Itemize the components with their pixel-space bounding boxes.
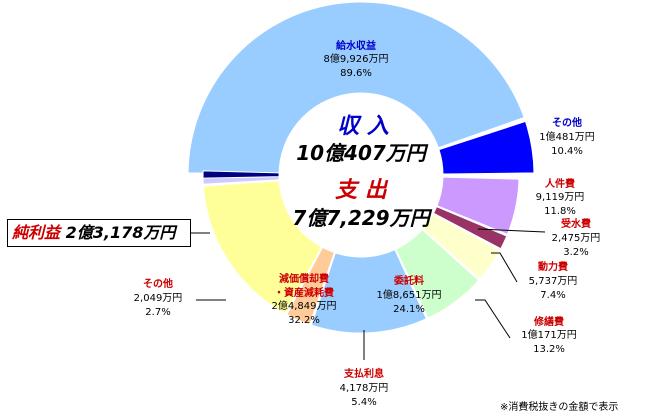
label-interest-name: 支払利息 xyxy=(343,367,384,380)
label-interest-pct: 5.4% xyxy=(351,397,376,408)
tax-footnote: ※消費税抜きの金額で表示 xyxy=(500,402,619,413)
leader-line-0 xyxy=(477,228,546,233)
label-contract-pct: 24.1% xyxy=(393,304,425,315)
label-contract-value: 1億8,651万円 xyxy=(377,288,442,301)
label-personnel-pct: 11.8% xyxy=(544,206,576,217)
label-contract-name: 委託料 xyxy=(393,274,424,287)
net-profit-box: 純利益 2億3,178万円 xyxy=(7,219,191,247)
label-income-other-pct: 10.4% xyxy=(551,146,583,157)
label-repair-pct: 13.2% xyxy=(533,344,565,355)
net-profit-slice xyxy=(202,170,280,179)
slice-labels: 給水収益8億9,926万円89.6%その他1億481万円10.4%人件費9,11… xyxy=(134,39,601,408)
expense-center-label: 支 出 xyxy=(335,178,389,203)
label-repair-value: 1億171万円 xyxy=(521,328,576,341)
label-repair-name: 修繕費 xyxy=(533,315,564,328)
label-power-name: 動力費 xyxy=(538,260,568,273)
label-water-revenue-pct: 89.6% xyxy=(340,68,372,79)
leader-lines xyxy=(191,228,546,360)
net-profit-value: 2億3,178万円 xyxy=(65,223,176,242)
label-expense-other-pct: 2.7% xyxy=(145,307,170,318)
label-power-value: 5,737万円 xyxy=(529,276,578,287)
expense-slice-4 xyxy=(310,248,428,334)
label-water-revenue-name: 給水収益 xyxy=(336,39,376,52)
expense-slice-3 xyxy=(395,228,480,319)
expense-slice-0 xyxy=(436,176,520,235)
label-water-purchase-value: 2,475万円 xyxy=(552,233,601,244)
income-slice-1 xyxy=(438,120,535,175)
expense-ring xyxy=(202,170,520,334)
label-interest-value: 4,178万円 xyxy=(340,383,389,394)
label-depreciation-name-1: 減価償却費 xyxy=(279,272,329,285)
label-depreciation-value: 2億4,849万円 xyxy=(272,299,337,312)
income-center-label: 収 入 xyxy=(337,114,389,139)
label-personnel-value: 9,119万円 xyxy=(536,192,585,203)
label-depreciation-name-2: ・資産減耗費 xyxy=(274,286,334,299)
label-depreciation-pct: 32.2% xyxy=(288,315,320,326)
income-ring xyxy=(187,1,535,175)
net-profit-label: 純利益 xyxy=(12,223,61,242)
leader-line-2 xyxy=(475,299,511,339)
expense-slice-2 xyxy=(422,213,501,280)
label-expense-other-name: その他 xyxy=(143,277,173,290)
label-expense-other-value: 2,049万円 xyxy=(134,293,183,304)
label-water-purchase-name: 受水費 xyxy=(561,217,591,230)
label-water-purchase-pct: 3.2% xyxy=(563,247,588,258)
leader-line-1 xyxy=(491,252,518,283)
label-power-pct: 7.4% xyxy=(540,290,565,301)
label-income-other-value: 1億481万円 xyxy=(539,130,594,143)
expense-total: 7億7,229万円 xyxy=(292,206,432,230)
expense-slice-5 xyxy=(286,246,336,326)
label-income-other-name: その他 xyxy=(552,116,582,129)
label-water-revenue-value: 8億9,926万円 xyxy=(324,52,389,65)
expense-slice-1 xyxy=(432,206,508,250)
label-personnel-name: 人件費 xyxy=(545,177,575,190)
income-total: 10億407万円 xyxy=(296,141,429,165)
expense-slice-6 xyxy=(202,180,323,315)
income-slice-0 xyxy=(187,1,525,175)
